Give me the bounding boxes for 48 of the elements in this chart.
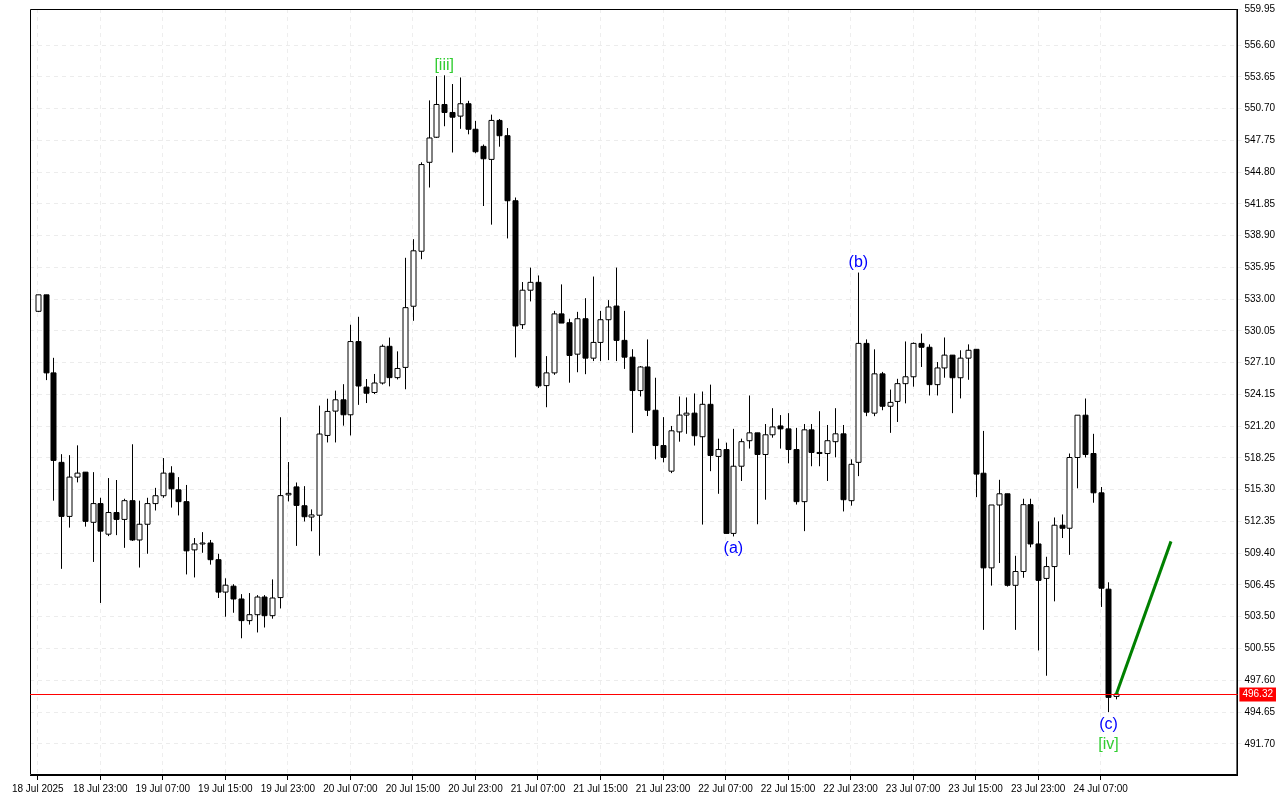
x-tick-label: 22 Jul 07:00 [698,782,754,794]
x-tick-label: 20 Jul 23:00 [448,782,504,794]
annotation: [iii] [434,55,454,73]
y-tick-label: 494.65 [1244,705,1276,717]
y-tick-label: 491.70 [1244,737,1276,749]
y-tick-label: 544.80 [1244,165,1276,177]
y-tick-label: 553.65 [1244,70,1276,82]
y-tick-label: 535.95 [1244,261,1276,273]
x-tick-label: 21 Jul 23:00 [635,782,691,794]
y-tick-label: 497.60 [1244,674,1276,686]
x-tick-label: 20 Jul 07:00 [323,782,379,794]
x-tick-label: 18 Jul 23:00 [73,782,129,794]
y-tick-label: 550.70 [1244,102,1276,114]
x-tick-label: 24 Jul 07:00 [1073,782,1129,794]
y-tick-label: 506.45 [1244,578,1276,590]
annotation: (b) [848,252,869,270]
x-tick-label: 21 Jul 15:00 [573,782,629,794]
x-tick-label: 22 Jul 15:00 [760,782,816,794]
y-tick-label: 512.35 [1244,515,1276,527]
y-tick-label: 503.50 [1244,610,1276,622]
annotation: (c) [1099,714,1118,732]
x-tick-label: 23 Jul 07:00 [885,782,941,794]
y-tick-label: 509.40 [1244,546,1276,558]
x-tick-label: 19 Jul 07:00 [135,782,191,794]
annotation: [iv] [1098,734,1119,752]
x-tick-label: 23 Jul 15:00 [948,782,1004,794]
y-tick-label: 518.25 [1244,451,1276,463]
y-tick-label: 556.60 [1244,38,1276,50]
y-tick-label: 515.30 [1244,483,1276,495]
y-tick-label: 541.85 [1244,197,1276,209]
y-tick-label: 547.75 [1244,134,1276,146]
y-tick-label: 530.05 [1244,324,1276,336]
y-tick-label: 500.55 [1244,642,1276,654]
x-tick-label: 22 Jul 23:00 [823,782,879,794]
y-tick-label: 533.00 [1244,292,1276,304]
y-tick-label: 538.90 [1244,229,1276,241]
y-tick-label: 524.15 [1244,388,1276,400]
y-tick-label: 527.10 [1244,356,1276,368]
x-tick-label: 18 Jul 2025 [11,782,65,794]
x-tick-label: 19 Jul 15:00 [198,782,254,794]
x-tick-label: 20 Jul 15:00 [385,782,441,794]
y-tick-label: 559.95 [1244,2,1276,14]
x-tick-label: 19 Jul 23:00 [260,782,316,794]
annotation: (a) [723,538,744,556]
x-tick-label: 23 Jul 23:00 [1010,782,1066,794]
ref-line-label: 496.32 [1242,688,1274,700]
y-tick-label: 521.20 [1244,419,1276,431]
x-tick-label: 21 Jul 07:00 [510,782,566,794]
